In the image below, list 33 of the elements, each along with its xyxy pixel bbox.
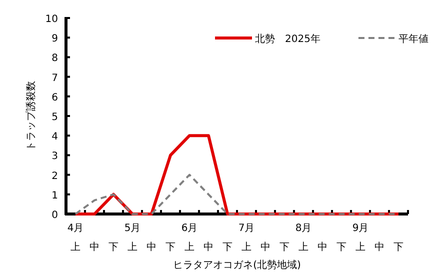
y-tick-label: 3 [52, 151, 58, 162]
x-tick-label: 9月上 [352, 223, 369, 253]
x-tick-label: 下 [336, 242, 346, 253]
x-tick-label: 中 [204, 241, 214, 253]
y-tick-label: 7 [52, 72, 58, 84]
y-axis-title: トラップ誘殺数 [25, 81, 37, 151]
x-tick-label: 下 [166, 242, 176, 253]
x-tick-label: 7月上 [238, 223, 255, 253]
y-tick-label: 5 [52, 112, 58, 123]
x-tick-label: 下 [222, 242, 232, 253]
x-tick-label: 下 [280, 242, 290, 253]
y-tick-label: 4 [52, 132, 58, 143]
y-tick-label: 8 [52, 53, 58, 64]
x-tick-label: 5月上 [124, 223, 141, 253]
y-tick-label: 0 [52, 210, 58, 221]
y-tick-label: 1 [52, 190, 58, 202]
x-tick-label: 6月上 [181, 223, 198, 253]
y-tick-label: 9 [52, 34, 58, 45]
x-tick-label: 下 [108, 242, 118, 253]
x-tick-label: 中 [260, 241, 270, 253]
x-tick-label: 4月上 [67, 223, 84, 253]
x-tick-label: 8月上 [295, 223, 312, 253]
legend-label: 平年値 [398, 33, 428, 45]
y-tick-label: 2 [52, 170, 58, 182]
x-tick-label: 中 [318, 241, 328, 253]
x-tick-label: 中 [146, 241, 156, 253]
legend-label: 北勢 2025年 [255, 33, 320, 45]
x-axis-title: ヒラタアオコガネ(北勢地域) [173, 259, 301, 271]
y-tick-label: 6 [52, 92, 58, 104]
y-tick-label: 10 [45, 14, 58, 25]
x-tick-label: 下 [394, 242, 404, 253]
x-tick-label: 中 [374, 241, 384, 253]
x-tick-label: 中 [90, 241, 100, 253]
